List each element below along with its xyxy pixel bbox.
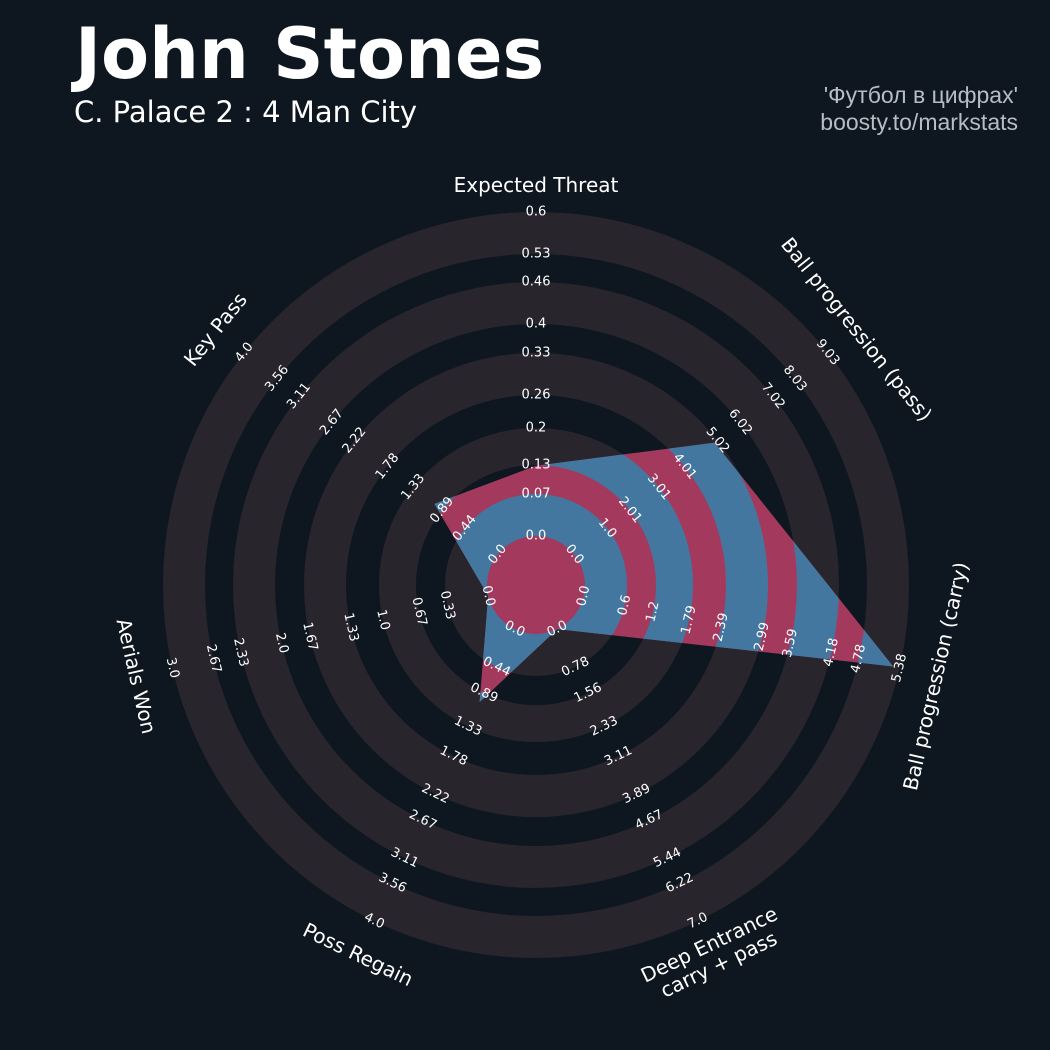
tick-label: 4.78	[848, 643, 869, 675]
axis-label: Expected Threat	[454, 173, 619, 197]
tick-label: 1.33	[340, 611, 361, 643]
tick-label: 2.33	[230, 637, 251, 669]
tick-label: 3.0	[163, 656, 182, 680]
tick-label: 0.33	[437, 589, 458, 621]
tick-label: 0.26	[522, 388, 551, 403]
tick-label: 0.0	[526, 529, 547, 544]
player-name-title: John Stones	[75, 13, 545, 95]
axis-label-line: Aerials Won	[111, 616, 161, 736]
tick-label: 1.0	[373, 608, 392, 632]
tick-label: 4.18	[821, 637, 842, 669]
radar-polygon-band	[445, 494, 627, 676]
tick-label: 0.67	[408, 596, 429, 628]
tick-label: 0.07	[522, 487, 551, 502]
tick-label: 0.0	[479, 584, 498, 608]
axis-label-line: Expected Threat	[454, 173, 619, 197]
tick-label: 2.99	[752, 621, 773, 653]
tick-label: 1.79	[679, 604, 700, 636]
tick-label: 0.4	[526, 317, 547, 332]
axis-label: Ball progression (carry)	[898, 560, 973, 793]
tick-label: 0.0	[574, 584, 593, 608]
axis-label: Aerials Won	[111, 616, 161, 736]
tick-label: 2.0	[272, 631, 291, 655]
axis-label-line: Ball progression (carry)	[898, 560, 973, 793]
tick-label: 0.6	[615, 593, 634, 617]
match-subtitle: C. Palace 2 : 4 Man City	[74, 95, 418, 129]
tick-label: 0.2	[526, 421, 547, 436]
credit-line-2: boosty.to/markstats	[820, 109, 1018, 135]
credits: 'Футбол в цифрах' boosty.to/markstats	[820, 82, 1018, 136]
tick-label: 2.39	[711, 611, 732, 643]
tick-label: 0.13	[522, 458, 551, 473]
tick-label: 2.67	[203, 643, 224, 675]
tick-label: 0.53	[522, 247, 551, 262]
tick-label: 0.6	[526, 205, 547, 220]
tick-label: 1.2	[643, 600, 662, 624]
radar-polygon	[434, 442, 894, 703]
tick-label: 1.67	[299, 621, 320, 653]
tick-label: 3.59	[780, 627, 801, 659]
tick-label: 5.38	[889, 652, 910, 684]
credit-line-1: 'Футбол в цифрах'	[823, 82, 1018, 108]
tick-label: 0.33	[522, 346, 551, 361]
tick-label: 0.46	[522, 275, 551, 290]
